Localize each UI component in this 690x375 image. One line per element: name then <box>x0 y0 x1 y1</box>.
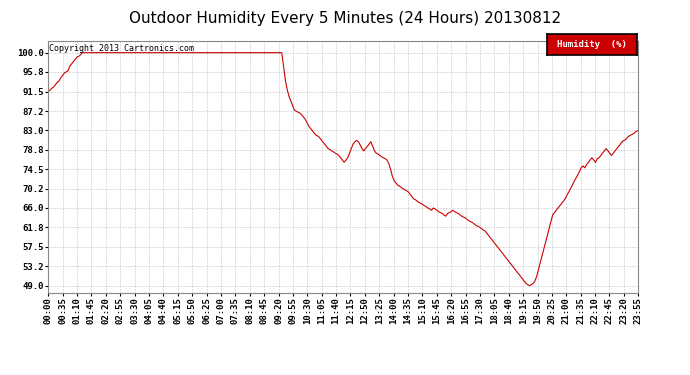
Text: Copyright 2013 Cartronics.com: Copyright 2013 Cartronics.com <box>50 44 195 53</box>
Text: Outdoor Humidity Every 5 Minutes (24 Hours) 20130812: Outdoor Humidity Every 5 Minutes (24 Hou… <box>129 11 561 26</box>
